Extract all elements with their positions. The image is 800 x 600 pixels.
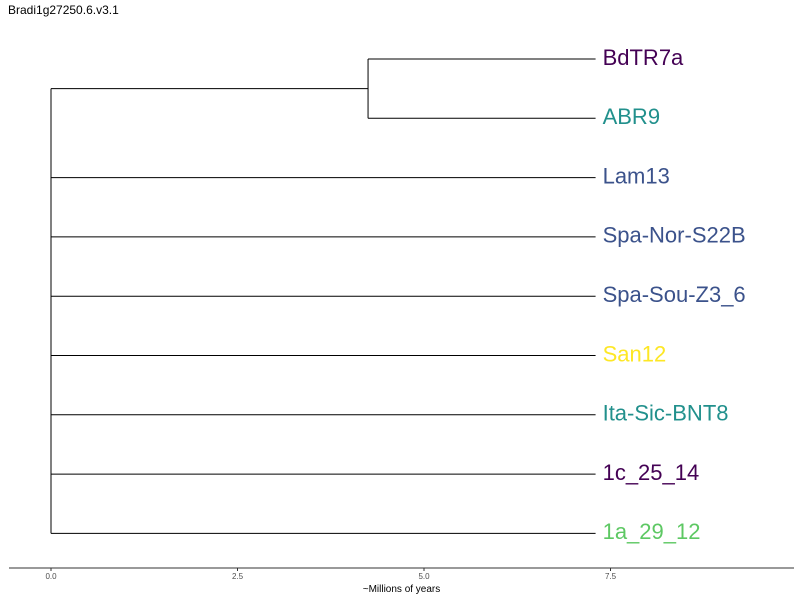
axis-tick-label: 7.5 — [605, 572, 617, 581]
tip-label: 1a_29_12 — [603, 519, 701, 544]
tip-label: Lam13 — [603, 163, 670, 188]
axis-tick-label: 0.0 — [45, 572, 57, 581]
tip-label: Spa-Sou-Z3_6 — [603, 282, 746, 307]
tip-label: BdTR7a — [603, 45, 684, 70]
tip-label: San12 — [603, 341, 667, 366]
axis-title: ~Millions of years — [363, 584, 441, 595]
chart-title: Bradi1g27250.6.v3.1 — [8, 3, 119, 17]
tree-branches — [50, 58, 596, 534]
tip-labels: BdTR7a ABR9 Lam13 Spa-Nor-S22B Spa-Sou-Z3_6 S… — [603, 45, 746, 544]
tip-label: Spa-Nor-S22B — [603, 223, 746, 248]
axis-ticks: 0.0 2.5 5.0 7.5 — [45, 568, 617, 581]
axis-tick-label: 2.5 — [232, 572, 244, 581]
tip-label: ABR9 — [603, 104, 660, 129]
time-axis: 0.0 2.5 5.0 7.5 ~Millions of years — [9, 567, 794, 595]
tip-label: 1c_25_14 — [603, 460, 700, 485]
axis-tick-label: 5.0 — [418, 572, 430, 581]
tip-label: Ita-Sic-BNT8 — [603, 401, 729, 426]
